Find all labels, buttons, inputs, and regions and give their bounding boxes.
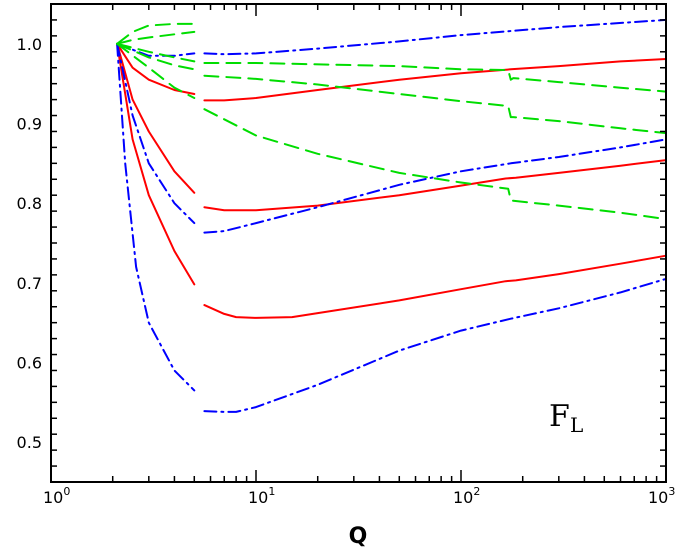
series-curve [116, 30, 196, 45]
x-tick-label: 102 [453, 485, 480, 507]
y-tick-label: 0.5 [17, 433, 42, 452]
y-tick-label: 1.0 [17, 35, 42, 54]
series-curve [116, 42, 196, 194]
annotation-main: F [549, 399, 570, 434]
chart-curves [116, 18, 667, 413]
annotation-subscript: L [570, 413, 583, 437]
series-curve [116, 42, 196, 392]
y-tick-label: 0.7 [17, 274, 42, 293]
series-curve [116, 42, 196, 225]
series-curve [203, 62, 667, 93]
x-axis-label: Q [349, 524, 368, 549]
x-tick-label: 101 [248, 485, 275, 507]
series-curve [116, 22, 196, 45]
x-tick-label: 100 [43, 485, 70, 507]
series-curve [116, 42, 196, 71]
series-curve [203, 277, 667, 413]
series-curve [116, 42, 196, 57]
series-curve [203, 108, 667, 221]
y-tick-label: 0.6 [17, 354, 42, 373]
x-tick-label: 103 [648, 485, 675, 507]
y-tick-label: 0.8 [17, 194, 42, 213]
series-curve [203, 138, 667, 234]
series-curve [203, 159, 667, 212]
series-curve [203, 254, 667, 319]
series-curve [116, 42, 196, 286]
axis-ticks [51, 3, 666, 483]
series-curve [116, 42, 196, 99]
series-curve [203, 74, 667, 135]
fl-annotation: F L [549, 399, 583, 437]
series-curve [203, 58, 667, 102]
axis-tick-labels: 100 101 102 103 0.5 0.6 0.7 0.8 0.9 1.0 [17, 35, 676, 507]
series-curve [203, 18, 667, 56]
series-curve [116, 42, 196, 63]
y-tick-label: 0.9 [17, 115, 42, 134]
